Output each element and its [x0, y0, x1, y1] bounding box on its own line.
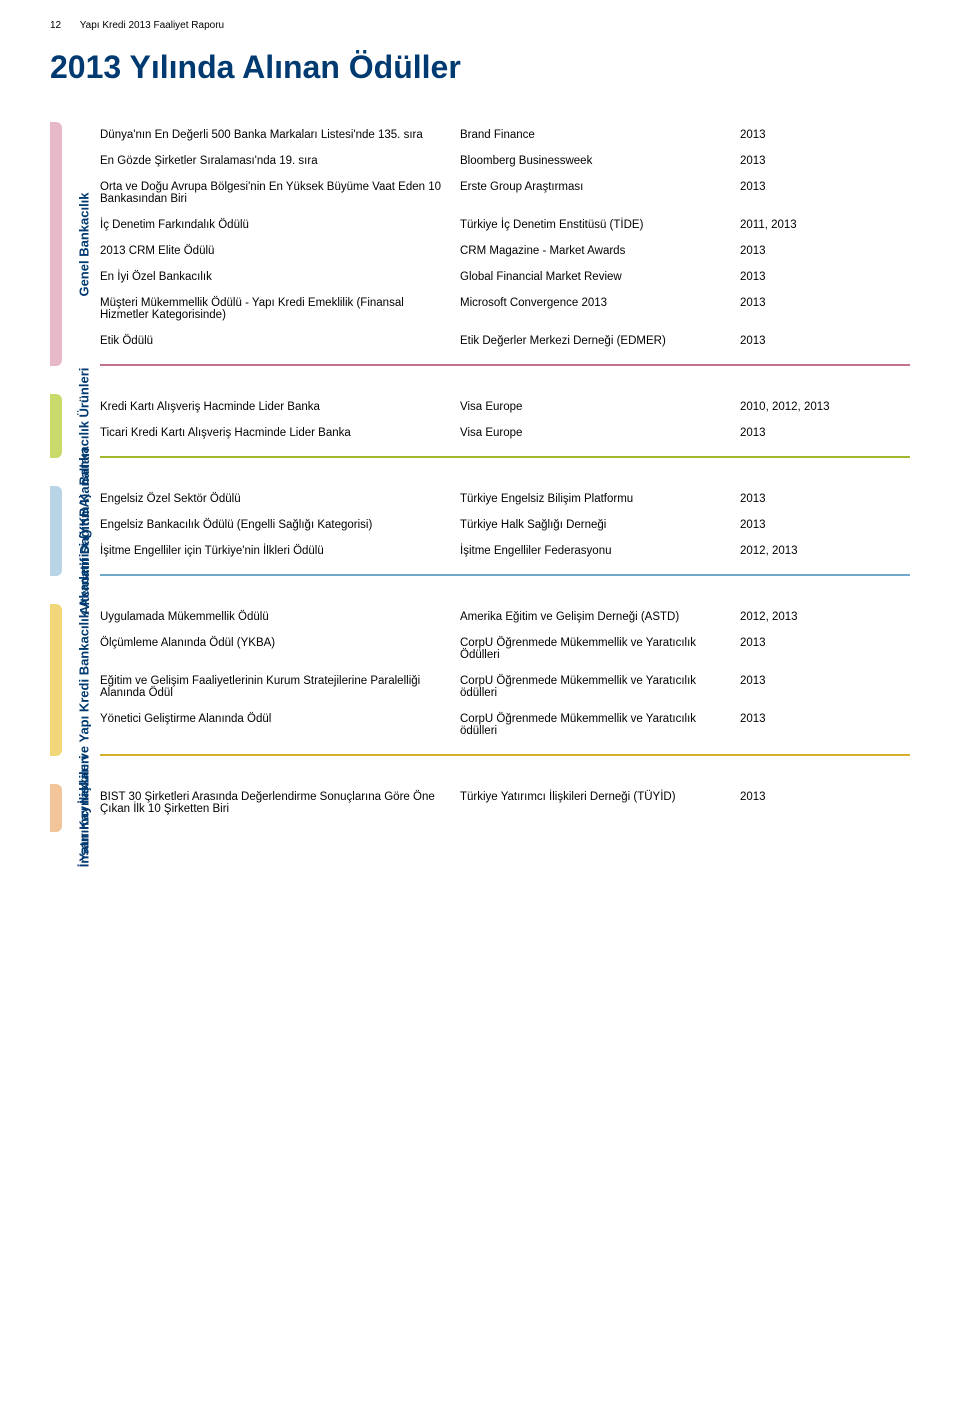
table-row: Ticari Kredi Kartı Alışveriş Hacminde Li… [100, 420, 910, 446]
award-source: İşitme Engelliler Federasyonu [460, 545, 740, 557]
table-row: En Gözde Şirketler Sıralaması'nda 19. sı… [100, 148, 910, 174]
award-source: CorpU Öğrenmede Mükemmellik ve Yaratıcıl… [460, 713, 740, 737]
award-source: Amerika Eğitim ve Gelişim Derneği (ASTD) [460, 611, 740, 623]
award-source: Türkiye Yatırımcı İlişkileri Derneği (TÜ… [460, 791, 740, 803]
award-name: Uygulamada Mükemmellik Ödülü [100, 611, 460, 623]
award-name: Ticari Kredi Kartı Alışveriş Hacminde Li… [100, 427, 460, 439]
section-color-tab [50, 784, 62, 832]
table-row: İç Denetim Farkındalık ÖdülüTürkiye İç D… [100, 212, 910, 238]
page-header: 12 Yapı Kredi 2013 Faaliyet Raporu [50, 20, 910, 31]
table-row: Engelsiz Özel Sektör ÖdülüTürkiye Engels… [100, 486, 910, 512]
section: Bankacılık ÜrünleriKredi Kartı Alışveriş… [50, 394, 910, 458]
table-row: Ölçümleme Alanında Ödül (YKBA)CorpU Öğre… [100, 630, 910, 668]
section-content: BIST 30 Şirketleri Arasında Değerlendirm… [100, 784, 910, 832]
award-source: Erste Group Araştırması [460, 181, 740, 193]
award-name: Dünya'nın En Değerli 500 Banka Markaları… [100, 129, 460, 141]
section: Yatırımcı İlişkileriBIST 30 Şirketleri A… [50, 784, 910, 832]
award-name: En İyi Özel Bankacılık [100, 271, 460, 283]
award-source: Türkiye Halk Sağlığı Derneği [460, 519, 740, 531]
award-year: 2010, 2012, 2013 [740, 401, 860, 413]
doc-title: Yapı Kredi 2013 Faaliyet Raporu [80, 20, 224, 31]
table-row: İşitme Engelliler için Türkiye'nin İlkle… [100, 538, 910, 564]
award-name: BIST 30 Şirketleri Arasında Değerlendirm… [100, 791, 460, 815]
award-source: Türkiye İç Denetim Enstitüsü (TİDE) [460, 219, 740, 231]
section-content: Kredi Kartı Alışveriş Hacminde Lider Ban… [100, 394, 910, 458]
table-row: Engelsiz Bankacılık Ödülü (Engelli Sağlı… [100, 512, 910, 538]
award-name: Müşteri Mükemmellik Ödülü - Yapı Kredi E… [100, 297, 460, 321]
award-source: CRM Magazine - Market Awards [460, 245, 740, 257]
section-content: Uygulamada Mükemmellik ÖdülüAmerika Eğit… [100, 604, 910, 756]
section-label: Yatırımcı İlişkileri [77, 755, 92, 861]
award-source: Brand Finance [460, 129, 740, 141]
table-row: Kredi Kartı Alışveriş Hacminde Lider Ban… [100, 394, 910, 420]
award-name: Engelsiz Özel Sektör Ödülü [100, 493, 460, 505]
award-name: Engelsiz Bankacılık Ödülü (Engelli Sağlı… [100, 519, 460, 531]
award-name: En Gözde Şirketler Sıralaması'nda 19. sı… [100, 155, 460, 167]
award-year: 2013 [740, 791, 860, 803]
award-name: 2013 CRM Elite Ödülü [100, 245, 460, 257]
table-row: BIST 30 Şirketleri Arasında Değerlendirm… [100, 784, 910, 822]
award-source: Türkiye Engelsiz Bilişim Platformu [460, 493, 740, 505]
award-source: CorpU Öğrenmede Mükemmellik ve Yaratıcıl… [460, 637, 740, 661]
table-row: Eğitim ve Gelişim Faaliyetlerinin Kurum … [100, 668, 910, 706]
award-year: 2012, 2013 [740, 611, 860, 623]
section-color-tab [50, 486, 62, 576]
section-label-wrap: İnsan Kaynakları ve Yapı Kredi Bankacılı… [68, 604, 100, 756]
award-year: 2013 [740, 675, 860, 687]
award-year: 2013 [740, 427, 860, 439]
section: Genel Bankacılık Dünya'nın En Değerli 500… [50, 122, 910, 366]
section-content: Dünya'nın En Değerli 500 Banka Markaları… [100, 122, 910, 366]
award-year: 2013 [740, 271, 860, 283]
table-row: Uygulamada Mükemmellik ÖdülüAmerika Eğit… [100, 604, 910, 630]
award-year: 2013 [740, 713, 860, 725]
award-name: Yönetici Geliştirme Alanında Ödül [100, 713, 460, 725]
award-year: 2013 [740, 129, 860, 141]
table-row: Etik ÖdülüEtik Değerler Merkezi Derneği … [100, 328, 910, 354]
table-row: Dünya'nın En Değerli 500 Banka Markaları… [100, 122, 910, 148]
award-source: Visa Europe [460, 427, 740, 439]
award-year: 2013 [740, 493, 860, 505]
section-label-wrap: Yatırımcı İlişkileri [68, 784, 100, 832]
award-name: Etik Ödülü [100, 335, 460, 347]
award-name: Kredi Kartı Alışveriş Hacminde Lider Ban… [100, 401, 460, 413]
section-color-tab [50, 604, 62, 756]
award-source: CorpU Öğrenmede Mükemmellik ve Yaratıcıl… [460, 675, 740, 699]
award-year: 2013 [740, 637, 860, 649]
award-source: Etik Değerler Merkezi Derneği (EDMER) [460, 335, 740, 347]
section: İnsan Kaynakları ve Yapı Kredi Bankacılı… [50, 604, 910, 756]
page-title: 2013 Yılında Alınan Ödüller [50, 49, 910, 86]
award-year: 2013 [740, 519, 860, 531]
section: Alternatif Dağıtım KanallarıEngelsiz Öze… [50, 486, 910, 576]
award-name: Orta ve Doğu Avrupa Bölgesi'nin En Yükse… [100, 181, 460, 205]
table-row: Yönetici Geliştirme Alanında ÖdülCorpU Ö… [100, 706, 910, 744]
page-number: 12 [50, 20, 61, 31]
award-year: 2011, 2013 [740, 219, 860, 231]
section-content: Engelsiz Özel Sektör ÖdülüTürkiye Engels… [100, 486, 910, 576]
section-label: Genel Bankacılık [77, 192, 92, 296]
table-row: Orta ve Doğu Avrupa Bölgesi'nin En Yükse… [100, 174, 910, 212]
award-year: 2012, 2013 [740, 545, 860, 557]
award-name: İç Denetim Farkındalık Ödülü [100, 219, 460, 231]
award-year: 2013 [740, 245, 860, 257]
table-row: En İyi Özel BankacılıkGlobal Financial M… [100, 264, 910, 290]
table-row: Müşteri Mükemmellik Ödülü - Yapı Kredi E… [100, 290, 910, 328]
section-color-tab [50, 394, 62, 458]
table-row: 2013 CRM Elite ÖdülüCRM Magazine - Marke… [100, 238, 910, 264]
award-name: İşitme Engelliler için Türkiye'nin İlkle… [100, 545, 460, 557]
award-year: 2013 [740, 297, 860, 309]
award-source: Microsoft Convergence 2013 [460, 297, 740, 309]
award-year: 2013 [740, 335, 860, 347]
award-name: Ölçümleme Alanında Ödül (YKBA) [100, 637, 460, 649]
award-source: Bloomberg Businessweek [460, 155, 740, 167]
section-label-wrap: Genel Bankacılık [68, 122, 100, 366]
award-year: 2013 [740, 155, 860, 167]
award-name: Eğitim ve Gelişim Faaliyetlerinin Kurum … [100, 675, 460, 699]
award-source: Global Financial Market Review [460, 271, 740, 283]
award-source: Visa Europe [460, 401, 740, 413]
section-color-tab [50, 122, 62, 366]
award-year: 2013 [740, 181, 860, 193]
